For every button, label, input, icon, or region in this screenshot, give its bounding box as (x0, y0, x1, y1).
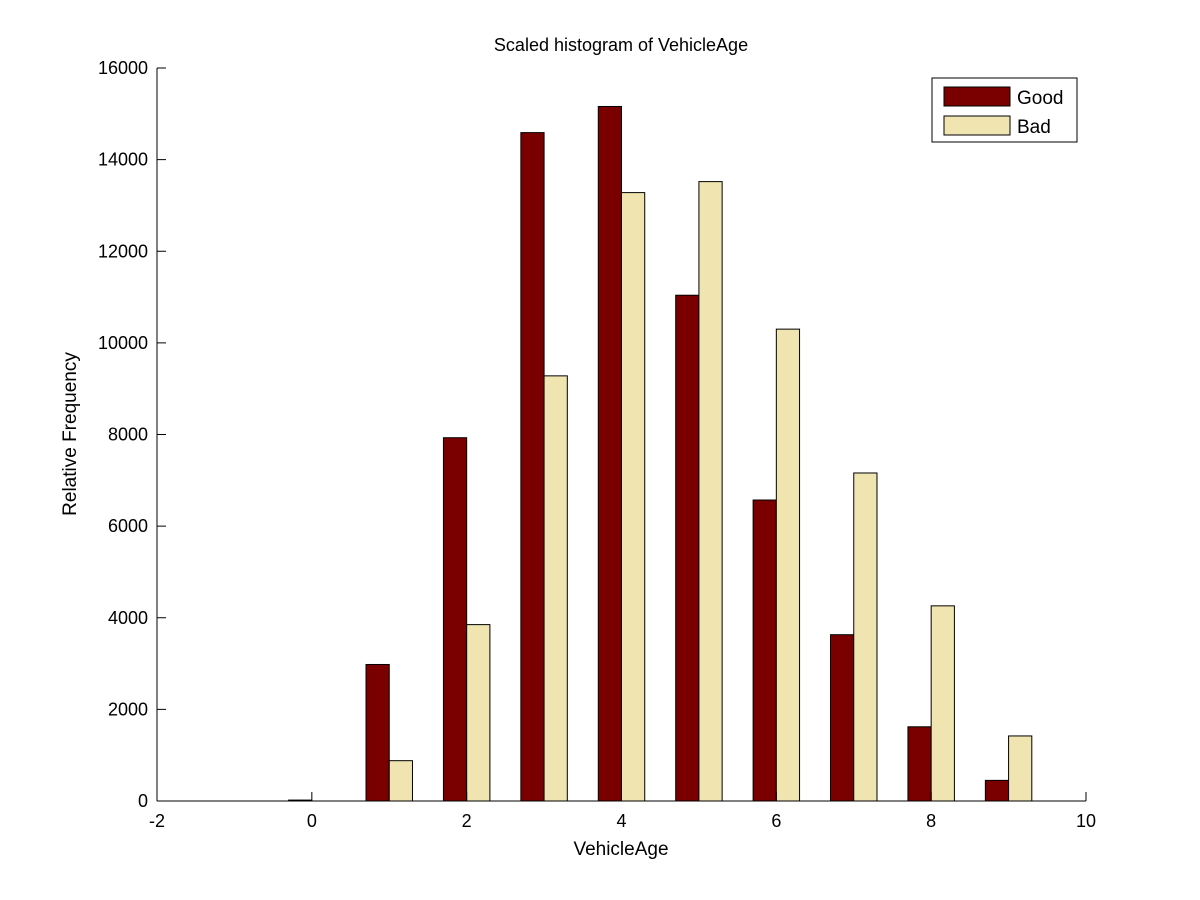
bar-bad-7 (853, 472, 878, 802)
bar-bad-4 (621, 192, 646, 802)
legend-swatch-bad (943, 115, 1011, 136)
y-tick-label: 8000 (108, 425, 148, 445)
y-tick-label: 2000 (108, 699, 148, 719)
x-tick-label: 8 (926, 811, 936, 831)
legend-swatch-good (943, 86, 1011, 107)
bar-bad-9 (1008, 735, 1033, 802)
y-axis-title: Relative Frequency (60, 352, 81, 516)
bar-good-6 (752, 499, 777, 802)
bar-good-2 (442, 437, 468, 802)
bar-bad-2 (466, 624, 491, 802)
y-tick-label: 14000 (98, 150, 148, 170)
x-tick-label: -2 (149, 811, 165, 831)
x-tick-label: 2 (462, 811, 472, 831)
legend-label-good: Good (1017, 88, 1063, 109)
chart-title: Scaled histogram of VehicleAge (494, 35, 748, 55)
y-tick-label: 4000 (108, 608, 148, 628)
bar-good-9 (984, 779, 1010, 802)
x-axis-title: VehicleAge (573, 839, 668, 860)
legend-label-bad: Bad (1017, 117, 1051, 138)
bar-bad-3 (543, 375, 568, 802)
axes-group: -2 0 2 4 6 8 100200040006000800010000120001400… (98, 58, 1096, 831)
bar-bad-1 (388, 760, 413, 802)
y-tick-label: 6000 (108, 516, 148, 536)
x-tick-label: 6 (771, 811, 781, 831)
bar-good-3 (520, 132, 545, 802)
bar-bad-6 (775, 328, 801, 802)
y-tick-label: 16000 (98, 58, 148, 78)
y-tick-label: 0 (138, 791, 148, 811)
x-tick-label: 0 (307, 811, 317, 831)
bar-good-1 (365, 663, 390, 802)
bar-good-4 (597, 105, 623, 802)
bar-good-7 (830, 634, 855, 802)
legend: Good Bad (931, 77, 1078, 143)
y-tick-label: 10000 (98, 333, 148, 353)
bars-group (288, 105, 1033, 802)
bar-good-5 (675, 294, 700, 802)
bar-bad-8 (930, 605, 955, 802)
bar-good-8 (907, 726, 932, 802)
x-tick-label: 10 (1076, 811, 1096, 831)
y-tick-label: 12000 (98, 241, 148, 261)
bar-bad-5 (698, 181, 723, 802)
x-tick-label: 4 (616, 811, 626, 831)
